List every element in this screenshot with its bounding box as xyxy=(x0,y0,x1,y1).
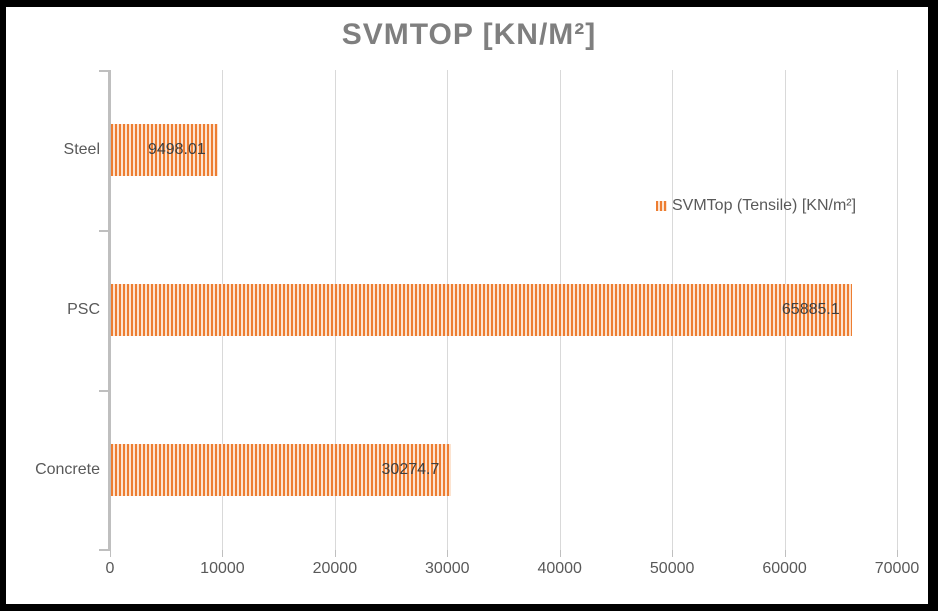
category-label-concrete: Concrete xyxy=(35,461,100,478)
plot-area: 9498.01 65885.1 30274.7 xyxy=(99,70,898,557)
y-axis-tick xyxy=(99,549,109,551)
x-axis-tick-label: 40000 xyxy=(537,560,582,577)
x-axis-tick-label: 10000 xyxy=(200,560,245,577)
x-axis-tick xyxy=(222,550,224,557)
chart-title: SVMTOP [KN/M²] xyxy=(341,18,597,51)
x-axis-tick-label: 70000 xyxy=(874,560,920,577)
gridline xyxy=(897,70,898,550)
y-axis-tick xyxy=(99,230,109,232)
bar-psc: 65885.1 xyxy=(111,284,852,336)
category-label-steel: Steel xyxy=(63,141,100,158)
x-axis-tick-label: 0 xyxy=(105,560,115,577)
y-axis-line xyxy=(108,70,111,551)
x-axis-tick-label: 60000 xyxy=(762,560,807,577)
x-axis-tick xyxy=(559,550,561,557)
x-axis-tick-label: 30000 xyxy=(425,560,470,577)
legend: SVMTop (Tensile) [KN/m²] xyxy=(656,197,856,215)
legend-label: SVMTop (Tensile) [KN/m²] xyxy=(672,197,857,214)
bar-value-label: 65885.1 xyxy=(781,301,840,318)
y-axis-tick xyxy=(99,390,109,392)
bar-value-label: 9498.01 xyxy=(147,141,206,158)
x-axis-tick xyxy=(447,550,449,557)
bar-concrete: 30274.7 xyxy=(111,444,452,496)
bar-steel: 9498.01 xyxy=(111,124,218,176)
x-axis-tick-label: 20000 xyxy=(312,560,358,577)
x-axis-tick xyxy=(784,550,786,557)
x-axis-tick xyxy=(110,550,111,557)
x-axis-tick xyxy=(334,550,336,557)
legend-swatch-icon xyxy=(656,201,667,211)
x-axis-tick-label: 50000 xyxy=(649,560,695,577)
category-label-psc: PSC xyxy=(67,301,100,318)
bar-value-label: 30274.7 xyxy=(381,461,440,478)
y-axis-tick xyxy=(99,70,109,72)
x-axis-tick xyxy=(672,550,674,557)
x-axis-tick xyxy=(897,550,898,557)
